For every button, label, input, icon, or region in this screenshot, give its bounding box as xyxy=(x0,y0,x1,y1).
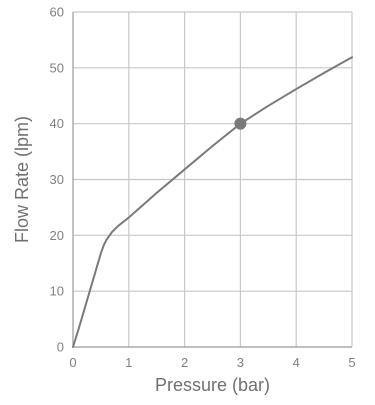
y-tick-label: 20 xyxy=(50,228,64,243)
y-tick-label: 50 xyxy=(50,60,64,75)
y-tick-label: 0 xyxy=(57,340,64,355)
y-tick-label: 30 xyxy=(50,172,64,187)
x-tick-label: 1 xyxy=(125,355,132,370)
grid xyxy=(73,11,353,347)
plot-area xyxy=(72,56,353,348)
y-tick-label: 10 xyxy=(50,284,64,299)
y-tick-label: 60 xyxy=(50,5,64,20)
x-tick-labels: 0 1 2 3 4 5 xyxy=(69,355,355,370)
x-tick-label: 3 xyxy=(237,355,244,370)
x-tick-label: 0 xyxy=(69,355,76,370)
x-tick-label: 2 xyxy=(181,355,188,370)
y-tick-labels: 0 10 20 30 40 50 60 xyxy=(50,5,64,355)
x-axis-title: Pressure (bar) xyxy=(155,375,270,395)
series-line xyxy=(72,56,353,348)
operating-point-marker xyxy=(234,117,247,130)
y-axis-title: Flow Rate (lpm) xyxy=(12,116,32,243)
x-tick-label: 4 xyxy=(293,355,300,370)
x-tick-label: 5 xyxy=(348,355,355,370)
axes xyxy=(72,12,352,348)
y-tick-label: 40 xyxy=(50,116,64,131)
